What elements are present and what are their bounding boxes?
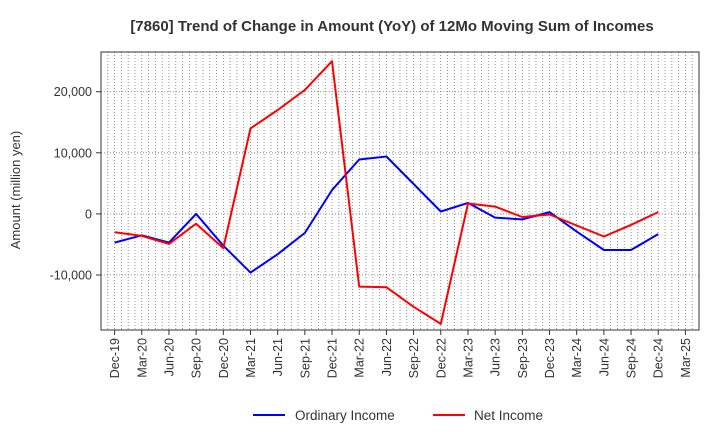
legend-label: Ordinary Income (295, 408, 395, 423)
x-tick-label: Mar-25 (679, 338, 693, 378)
x-tick-label: Sep-21 (298, 338, 312, 378)
x-tick-label: Mar-22 (353, 338, 367, 378)
y-tick-label: -10,000 (50, 269, 92, 283)
x-tick-label: Dec-22 (434, 338, 448, 378)
x-tick-label: Sep-23 (516, 338, 530, 378)
x-tick-label: Sep-22 (407, 338, 421, 378)
x-tick-label: Jun-21 (271, 338, 285, 376)
x-tick-label: Mar-20 (135, 338, 149, 378)
chart-title: [7860] Trend of Change in Amount (YoY) o… (130, 18, 653, 35)
x-tick-label: Dec-19 (108, 338, 122, 378)
x-tick-label: Mar-23 (461, 338, 475, 378)
y-tick-label: 10,000 (54, 146, 92, 160)
y-axis-label: Amount (million yen) (8, 131, 23, 250)
plot-border (100, 51, 700, 331)
x-tick-label: Jun-22 (380, 338, 394, 376)
x-tick-label: Mar-24 (570, 338, 584, 378)
x-tick-label: Dec-24 (652, 338, 666, 378)
x-tick-label: Dec-21 (326, 338, 340, 378)
x-tick-label: Sep-24 (625, 338, 639, 378)
x-tick-label: Dec-23 (543, 338, 557, 378)
legend: Ordinary Income Net Income (253, 408, 543, 423)
x-tick-label: Jun-20 (162, 338, 176, 376)
series-line-net-income (114, 60, 659, 325)
x-tick-label: Mar-21 (244, 338, 258, 378)
x-tick-label: Dec-20 (217, 338, 231, 378)
series-line-ordinary-income (114, 155, 659, 274)
x-tick-label: Sep-20 (190, 338, 204, 378)
plot-area: -10,000 0 10,000 20,000 Dec-19 Mar-20 Jun-20 Se… (50, 51, 700, 378)
x-tick-label: Jun-24 (597, 338, 611, 376)
legend-label: Net Income (474, 408, 543, 423)
x-tick-label: Jun-23 (489, 338, 503, 376)
y-tick-label: 0 (85, 207, 92, 221)
y-tick-label: 20,000 (54, 85, 92, 99)
